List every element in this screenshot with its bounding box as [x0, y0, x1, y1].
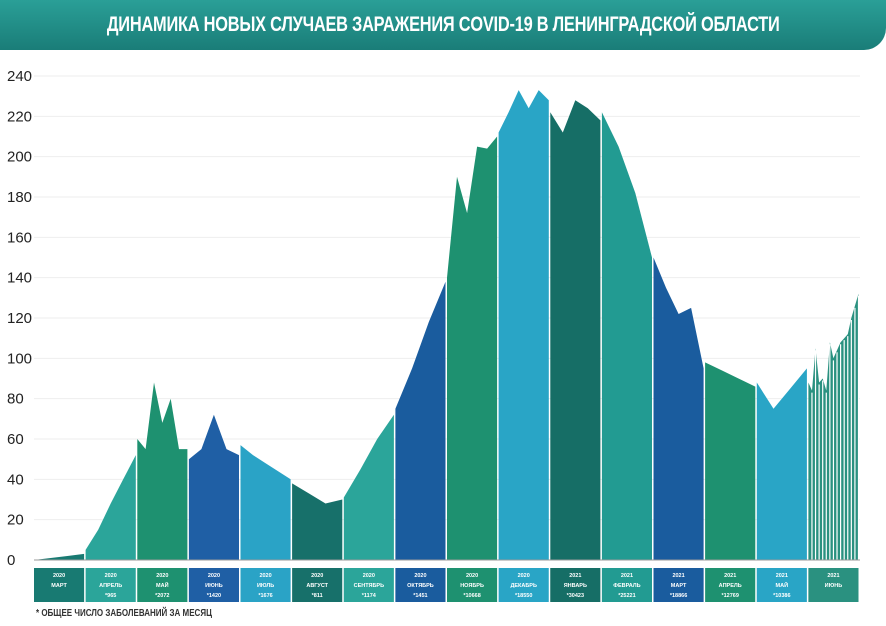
y-tick-label: 20 [7, 512, 24, 529]
area-segment [34, 553, 85, 560]
month-name-label: МАЙ [156, 581, 169, 589]
month-label-box [550, 568, 601, 602]
y-tick-label: 200 [7, 149, 32, 166]
month-total-label: *10386 [773, 593, 790, 599]
month-name-label: МАРТ [671, 583, 687, 589]
month-label-box [705, 568, 756, 602]
month-year-label: 2020 [105, 573, 117, 579]
y-tick-label: 80 [7, 391, 24, 408]
y-tick-label: 60 [7, 431, 24, 448]
month-name-label: ИЮЛЬ [257, 583, 274, 589]
month-year-label: 2020 [53, 573, 65, 579]
footnote: * ОБЩЕЕ ЧИСЛО ЗАБОЛЕВАНИЙ ЗА МЕСЯЦ [36, 608, 212, 619]
month-label-box [808, 568, 859, 602]
y-tick-label: 220 [7, 108, 32, 125]
y-tick-label: 40 [7, 471, 24, 488]
month-name-label: СЕНТЯБРЬ [354, 583, 384, 589]
area-segment [601, 112, 652, 561]
area-segment [343, 414, 394, 560]
month-label-box [240, 568, 291, 602]
area-segment [137, 382, 188, 560]
month-year-label: 2020 [414, 573, 426, 579]
month-name-label: АПРЕЛЬ [99, 583, 122, 589]
area-chart: 0 20 40 60 80 100 120 140 160 180 200 220 240 2020 МАР… [7, 68, 860, 602]
month-name-label: ДЕКАБРЬ [510, 583, 537, 589]
month-total-label: *1420 [207, 593, 221, 599]
month-year-label: 2021 [776, 573, 788, 579]
area-segment [188, 414, 239, 560]
month-label-box [292, 568, 343, 602]
y-tick-label: 160 [7, 229, 32, 246]
area-segment [395, 281, 446, 560]
month-name-label: ИЮНЬ [205, 583, 223, 589]
month-year-label: 2021 [672, 573, 684, 579]
area-segment [85, 455, 136, 560]
month-year-label: 2021 [621, 573, 633, 579]
month-name-label: НОЯБРЬ [460, 583, 484, 589]
month-name-label: МАЙ [776, 581, 789, 589]
month-year-label: 2021 [724, 573, 736, 579]
month-total-label: *1676 [258, 593, 272, 599]
area-segment [240, 445, 291, 560]
month-total-label: *2072 [155, 593, 169, 599]
y-tick-label: 240 [7, 68, 32, 85]
month-year-label: 2020 [518, 573, 530, 579]
month-total-label: *25221 [618, 593, 635, 599]
month-label-box [601, 568, 652, 602]
month-year-label: 2021 [827, 573, 839, 579]
month-year-label: 2021 [569, 573, 581, 579]
month-label-box [756, 568, 807, 602]
area-segment [756, 368, 807, 560]
month-year-label: 2020 [363, 573, 375, 579]
month-name-label: АПРЕЛЬ [719, 583, 742, 589]
month-label-box [653, 568, 704, 602]
month-total-label: *18550 [515, 593, 532, 599]
month-label-box [498, 568, 549, 602]
title-bar: ДИНАМИКА НОВЫХ СЛУЧАЕВ ЗАРАЖЕНИЯ COVID-1… [0, 0, 886, 50]
y-tick-label: 140 [7, 270, 32, 287]
month-name-label: ЯНВАРЬ [564, 583, 587, 589]
month-total-label: *10668 [463, 593, 480, 599]
month-label-box [343, 568, 394, 602]
month-total-label: *18866 [670, 593, 687, 599]
area-segment [653, 257, 704, 560]
month-total-label: *1451 [413, 593, 427, 599]
month-name-label: ОКТЯБРЬ [407, 583, 434, 589]
month-name-label: МАРТ [51, 583, 67, 589]
month-name-label: АВГУСТ [306, 583, 328, 589]
area-segment [550, 100, 601, 560]
month-year-label: 2020 [208, 573, 220, 579]
y-tick-label: 180 [7, 189, 32, 206]
month-label-box [447, 568, 498, 602]
y-tick-label: 0 [7, 552, 15, 569]
month-name-label: ФЕВРАЛЬ [613, 583, 640, 589]
y-tick-label: 120 [7, 310, 32, 327]
area-segment [498, 90, 549, 560]
y-tick-label: 100 [7, 350, 32, 367]
month-label-box [85, 568, 136, 602]
month-total-label: *1174 [362, 593, 377, 599]
month-year-label: 2020 [156, 573, 168, 579]
month-label-box [188, 568, 239, 602]
month-label-box [137, 568, 188, 602]
area-segment [705, 362, 756, 560]
area-segment [447, 136, 498, 560]
page-title: ДИНАМИКА НОВЫХ СЛУЧАЕВ ЗАРАЖЕНИЯ COVID-1… [106, 13, 780, 36]
month-label-box [395, 568, 446, 602]
month-year-label: 2020 [466, 573, 478, 579]
month-year-label: 2020 [259, 573, 271, 579]
month-year-label: 2020 [311, 573, 323, 579]
month-total-label: *965 [105, 593, 116, 599]
month-total-label: *30423 [567, 593, 584, 599]
month-name-label: ИЮНЬ [825, 583, 843, 589]
month-total-label: *12769 [721, 593, 738, 599]
month-total-label: *811 [312, 593, 323, 599]
month-label-box [34, 568, 85, 602]
area-segment [292, 483, 343, 560]
